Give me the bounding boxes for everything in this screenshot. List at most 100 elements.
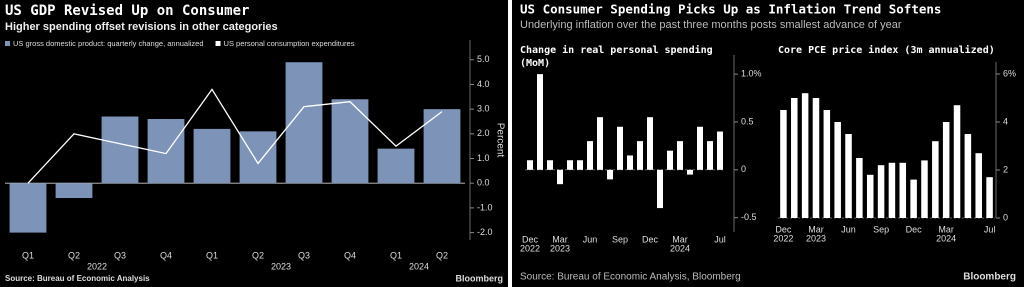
bar bbox=[55, 183, 93, 199]
bar bbox=[9, 183, 47, 233]
x-year-label: 2023 bbox=[271, 261, 291, 271]
legend-swatch bbox=[5, 41, 10, 46]
bar bbox=[975, 153, 982, 218]
bar bbox=[986, 177, 993, 218]
panel-title: Change in real personal spending (MoM) bbox=[520, 45, 713, 69]
bar bbox=[823, 110, 831, 218]
x-year-label: 2023 bbox=[806, 233, 826, 243]
title: US GDP Revised Up on Consumer bbox=[5, 3, 249, 19]
y-tick-label: 5.0 bbox=[477, 54, 490, 64]
x-tick-label: Mar bbox=[808, 224, 824, 234]
bar bbox=[932, 141, 939, 218]
title: US Consumer Spending Picks Up as Inflati… bbox=[520, 2, 941, 17]
bar bbox=[921, 160, 928, 218]
bar bbox=[964, 134, 972, 218]
source: Source: Bureau of Economic Analysis bbox=[5, 274, 150, 283]
bar bbox=[557, 169, 563, 185]
bar bbox=[617, 126, 623, 170]
x-year-label: 2022 bbox=[87, 261, 107, 271]
x-tick-label: Q1 bbox=[390, 250, 402, 260]
credit: Bloomberg bbox=[963, 272, 1016, 283]
y-tick-label: 2 bbox=[1003, 164, 1008, 174]
bar bbox=[577, 160, 583, 170]
x-tick-label: Sep bbox=[873, 224, 889, 234]
x-tick-label: Sep bbox=[612, 234, 628, 244]
bar bbox=[812, 98, 820, 218]
x-tick-label: Mar bbox=[672, 234, 688, 244]
bar bbox=[888, 162, 896, 218]
y-tick-label: 0 bbox=[1003, 212, 1008, 222]
y-tick-label: 3.0 bbox=[477, 104, 490, 114]
bar bbox=[780, 110, 787, 218]
y-tick-label: 2.0 bbox=[477, 128, 490, 138]
bar bbox=[597, 117, 603, 170]
x-year-label: 2024 bbox=[670, 243, 690, 253]
y-tick-label: 1.0 bbox=[477, 153, 490, 163]
x-tick-label: Mar bbox=[552, 234, 568, 244]
bar bbox=[647, 117, 653, 170]
x-year-label: 2023 bbox=[550, 243, 570, 253]
bar bbox=[607, 169, 613, 180]
bar bbox=[627, 155, 633, 170]
source: Source: Bureau of Economic Analysis, Blo… bbox=[520, 272, 741, 283]
bar bbox=[910, 179, 917, 218]
bar bbox=[845, 134, 852, 218]
bar bbox=[101, 116, 139, 184]
x-year-label: 2024 bbox=[409, 261, 429, 271]
x-tick-label: Jun bbox=[583, 234, 598, 244]
bar bbox=[856, 158, 863, 218]
bar bbox=[707, 141, 713, 170]
bar bbox=[667, 150, 673, 170]
x-tick-label: Dec bbox=[775, 224, 792, 234]
y-tick-label: 1.0% bbox=[741, 69, 762, 79]
y-axis-label: Percent bbox=[494, 123, 505, 158]
legend-label: US gross domestic product: quarterly cha… bbox=[13, 39, 204, 48]
y-tick-label: 0.0 bbox=[477, 178, 490, 188]
x-tick-label: Jul bbox=[714, 234, 726, 244]
bar bbox=[697, 126, 703, 170]
x-tick-label: Q2 bbox=[68, 250, 80, 260]
bar bbox=[677, 141, 683, 170]
y-tick-label: -1.0 bbox=[477, 202, 493, 212]
line bbox=[27, 88, 443, 184]
bar bbox=[953, 105, 961, 218]
y-tick-label: 4.0 bbox=[477, 79, 490, 89]
x-tick-label: Q2 bbox=[252, 250, 264, 260]
x-tick-label: Dec bbox=[522, 234, 539, 244]
bar bbox=[834, 122, 841, 218]
x-tick-label: Q3 bbox=[298, 250, 310, 260]
subtitle: Higher spending offset revisions in othe… bbox=[5, 21, 278, 33]
x-tick-label: Jul bbox=[984, 224, 996, 234]
bar bbox=[527, 160, 533, 170]
bar bbox=[877, 165, 885, 218]
x-tick-label: Mar bbox=[938, 224, 954, 234]
bar bbox=[899, 162, 907, 218]
bar bbox=[377, 148, 415, 184]
x-year-label: 2022 bbox=[520, 243, 540, 253]
x-tick-label: Jun bbox=[841, 224, 856, 234]
bar bbox=[801, 93, 809, 218]
bar bbox=[423, 109, 461, 184]
subtitle: Underlying inflation over the past three… bbox=[520, 19, 902, 31]
y-tick-label: 4 bbox=[1003, 116, 1008, 126]
x-tick-label: Q1 bbox=[206, 250, 218, 260]
bar bbox=[547, 160, 553, 170]
x-year-label: 2024 bbox=[936, 233, 956, 243]
bar bbox=[717, 131, 723, 170]
credit: Bloomberg bbox=[455, 273, 503, 283]
bar bbox=[687, 169, 693, 175]
bar bbox=[942, 122, 950, 218]
y-tick-label: 6% bbox=[1003, 68, 1016, 78]
bar bbox=[637, 141, 643, 170]
panel-title: Core PCE price index (3m annualized) bbox=[778, 45, 995, 56]
x-tick-label: Q2 bbox=[436, 250, 448, 260]
bar bbox=[587, 141, 593, 170]
x-year-label: 2022 bbox=[773, 233, 793, 243]
bar bbox=[193, 128, 231, 184]
x-tick-label: Q3 bbox=[114, 250, 126, 260]
x-tick-label: Dec bbox=[906, 224, 923, 234]
bar bbox=[791, 98, 798, 218]
y-tick-label: 0 bbox=[741, 164, 746, 174]
